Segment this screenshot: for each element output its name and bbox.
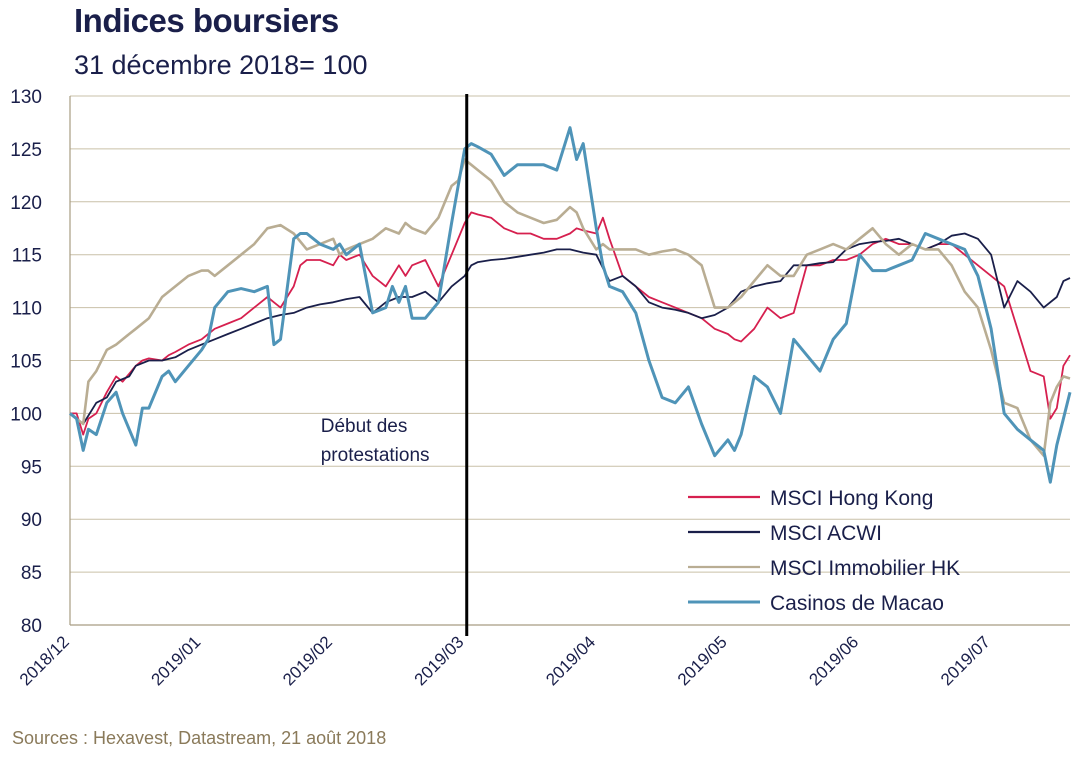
x-tick-label: 2019/05 [674,632,731,689]
y-tick-label: 115 [12,246,42,267]
legend-label: Casinos de Macao [770,592,944,615]
series-line [69,126,1072,484]
x-tick-label: 2019/07 [937,632,994,689]
x-axis-ticks: 2018/12 2019/01 2019/02 2019/03 2019/04 2019/… [16,632,994,689]
source-note: Sources : Hexavest, Datastream, 21 août … [12,728,387,748]
x-tick-label: 2019/02 [279,632,336,689]
x-tick-label: 2019/04 [542,632,599,689]
x-tick-label: 2019/03 [411,632,468,689]
series-line [69,232,1071,425]
annotation-text: protestations [321,445,430,466]
x-tick-label: 2018/12 [16,632,73,689]
y-tick-label: 130 [10,87,42,108]
chart-subtitle: 31 décembre 2018= 100 [74,50,368,80]
series-line [69,158,1071,458]
x-tick-label: 2019/06 [805,632,862,689]
y-tick-label: 80 [21,616,42,637]
series-lines [69,126,1072,484]
y-tick-label: 105 [10,352,42,373]
y-tick-label: 100 [10,404,42,425]
annotation: Début des protestations [321,94,469,636]
y-tick-label: 85 [21,563,42,584]
annotation-text: Début des [321,416,408,437]
x-tick-label: 2019/01 [148,632,205,689]
y-tick-label: 95 [21,457,42,478]
y-tick-label: 120 [10,193,42,214]
legend: MSCI Hong Kong MSCI ACWI MSCI Immobilier H… [688,487,960,615]
axes [69,96,1070,626]
legend-label: MSCI Hong Kong [770,487,933,510]
y-tick-label: 90 [21,510,42,531]
page-title: Indices boursiers [74,2,339,39]
legend-label: MSCI Immobilier HK [770,557,960,580]
y-tick-label: 110 [12,299,42,320]
series-line [70,211,1071,436]
legend-label: MSCI ACWI [770,522,882,545]
y-axis-ticks: 80 85 90 95 100 105 110 115 120 125 130 [10,87,42,637]
gridlines [70,95,1070,573]
y-tick-label: 125 [10,140,42,161]
